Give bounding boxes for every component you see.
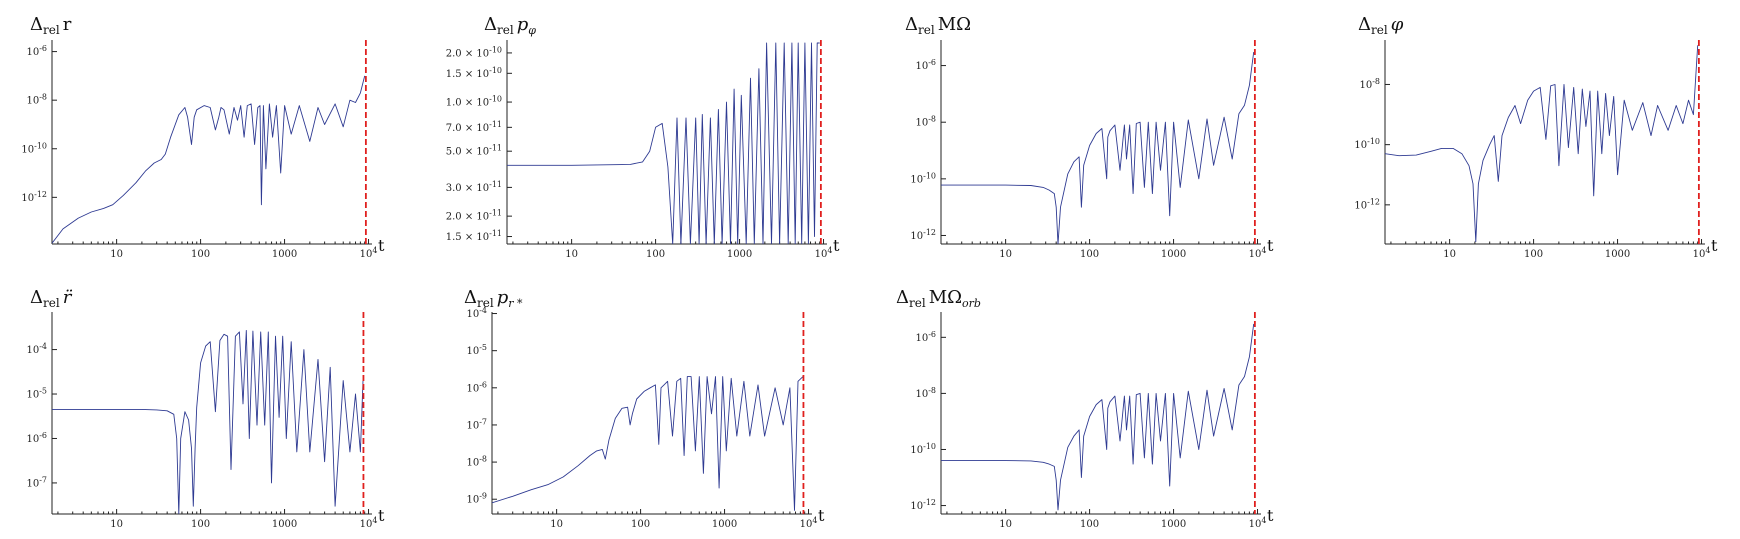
y-tick-label: 10-5 <box>26 387 47 401</box>
x-axis-label: t <box>378 236 385 255</box>
chart-panel-1: Δrel r 10 100 1000 104 t 10-6 10-8 10-10 10-12 <box>21 14 385 260</box>
y-tick-label: 10-6 <box>26 431 47 445</box>
chart-title: Δrel pφ <box>484 14 536 37</box>
x-tick-label: 10 <box>565 249 578 260</box>
y-tick-label: 10-6 <box>466 380 487 394</box>
series-line-1 <box>941 323 1255 511</box>
x-tick-label: 1000 <box>712 519 737 530</box>
x-tick-label: 100 <box>191 249 210 260</box>
y-tick-label: 10-8 <box>915 386 936 400</box>
chart-title: Δrel MΩ <box>905 14 971 37</box>
x-axis-label: t <box>1267 506 1274 525</box>
x-tick-label: 104 <box>1249 246 1267 260</box>
y-tick-label: 1.5 × 10-10 <box>446 66 502 80</box>
y-tick-label: 10-10 <box>21 141 47 155</box>
x-tick-label: 1000 <box>272 249 297 260</box>
y-tick-label: 10-6 <box>915 330 936 344</box>
x-tick-label: 1000 <box>1161 519 1186 530</box>
x-tick-label: 100 <box>646 249 665 260</box>
y-tick-label: 10-12 <box>1354 197 1380 211</box>
x-tick-label: 1000 <box>272 519 297 530</box>
x-tick-label: 10 <box>110 249 123 260</box>
chart-panel-7: Δrel MΩorb 10 100 1000 104 t 10-6 10-8 10-10 10-12 <box>896 287 1274 530</box>
x-tick-label: 10 <box>550 519 563 530</box>
x-tick-label: 1000 <box>1161 249 1186 260</box>
x-tick-label: 100 <box>191 519 210 530</box>
x-axis-label: t <box>378 506 385 525</box>
x-tick-label: 104 <box>1693 246 1711 260</box>
series-line-1 <box>507 42 820 244</box>
y-tick-label: 10-12 <box>910 228 936 242</box>
chart-panel-3: Δrel MΩ 10 100 1000 104 t 10-6 10-8 10-10 10-12 <box>905 14 1274 260</box>
chart-title: Δrel r̈ <box>30 287 73 310</box>
x-tick-label: 1000 <box>1605 249 1630 260</box>
x-tick-label: 104 <box>1249 516 1267 530</box>
x-tick-label: 100 <box>1080 519 1099 530</box>
y-tick-label: 10-6 <box>915 58 936 72</box>
x-tick-label: 104 <box>800 516 818 530</box>
y-tick-label: 10-5 <box>466 343 487 357</box>
y-tick-label: 10-10 <box>910 171 936 185</box>
series-line-1 <box>1385 45 1699 243</box>
chart-panel-4: Δrel φ 10 100 1000 104 t 10-8 10-10 10-12 <box>1354 14 1718 260</box>
chart-title: Δrel φ <box>1358 14 1404 37</box>
series-line-1 <box>941 52 1255 244</box>
y-tick-label: 10-9 <box>466 492 487 506</box>
x-tick-label: 10 <box>999 519 1012 530</box>
x-tick-label: 100 <box>1524 249 1543 260</box>
y-tick-label: 10-10 <box>1354 137 1380 151</box>
y-tick-label: 10-4 <box>466 306 487 320</box>
x-tick-label: 10 <box>110 519 123 530</box>
chart-title: Δrel pr * <box>464 287 523 310</box>
y-tick-label: 10-8 <box>26 93 47 107</box>
x-tick-label: 10 <box>999 249 1012 260</box>
chart-panel-5: Δrel r̈ 10 100 1000 104 t 10-4 10-5 10-6 10-7 <box>26 287 385 530</box>
series-line-1 <box>52 75 366 244</box>
y-tick-label: 10-8 <box>466 455 487 469</box>
x-axis-label: t <box>1711 236 1718 255</box>
chart-title: Δrel r <box>30 14 72 37</box>
series-line-1 <box>492 376 804 511</box>
y-tick-label: 10-12 <box>910 498 936 512</box>
y-tick-label: 10-4 <box>26 342 47 356</box>
y-tick-label: 2.0 × 10-11 <box>446 209 502 223</box>
y-tick-label: 3.0 × 10-11 <box>446 180 502 194</box>
y-tick-label: 10-7 <box>26 475 47 489</box>
y-tick-label: 10-6 <box>26 44 47 58</box>
y-tick-label: 10-7 <box>466 417 487 431</box>
y-tick-label: 10-10 <box>910 442 936 456</box>
x-tick-label: 104 <box>815 246 833 260</box>
y-tick-label: 5.0 × 10-11 <box>446 144 502 158</box>
chart-panel-2: Δrel pφ 10 100 1000 104 t 2.0 × 10-10 1.5 × 10-1… <box>446 14 840 260</box>
x-axis-label: t <box>1267 236 1274 255</box>
x-tick-label: 104 <box>360 516 378 530</box>
x-axis-label: t <box>818 506 825 525</box>
y-tick-label: 7.0 × 10-11 <box>446 120 502 134</box>
y-tick-label: 10-12 <box>21 190 47 204</box>
series-line-1 <box>52 329 364 514</box>
y-tick-label: 10-8 <box>915 115 936 129</box>
x-tick-label: 1000 <box>727 249 752 260</box>
x-tick-label: 100 <box>1080 249 1099 260</box>
y-tick-label: 1.0 × 10-10 <box>446 95 502 109</box>
chart-title: Δrel MΩorb <box>896 287 981 310</box>
x-axis-label: t <box>833 236 840 255</box>
y-tick-label: 2.0 × 10-10 <box>446 45 502 59</box>
x-tick-label: 104 <box>360 246 378 260</box>
x-tick-label: 10 <box>1443 249 1456 260</box>
y-tick-label: 10-8 <box>1359 77 1380 91</box>
y-tick-label: 1.5 × 10-11 <box>446 229 502 243</box>
x-tick-label: 100 <box>631 519 650 530</box>
chart-panel-6: Δrel pr * 10 100 1000 104 t 10-4 10-5 10-6 10-7 10-… <box>464 287 825 530</box>
